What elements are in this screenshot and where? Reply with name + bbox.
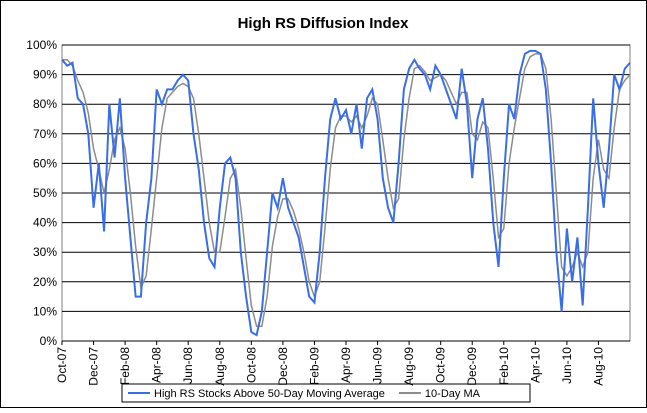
x-tick-label: Jun-09	[371, 347, 385, 384]
x-tick-label: Dec-07	[87, 347, 101, 386]
x-tick-label: Oct-09	[434, 347, 448, 383]
series-line	[62, 53, 631, 327]
x-tick-label: Apr-10	[528, 347, 542, 383]
y-tick-label: 0%	[40, 334, 58, 348]
x-tick-label: Oct-07	[55, 347, 69, 383]
x-tick-label: Jun-08	[181, 347, 195, 384]
y-tick-label: 30%	[33, 245, 57, 259]
x-tick-label: Feb-09	[307, 347, 321, 385]
y-tick-label: 80%	[33, 97, 57, 111]
legend-label: 10-Day MA	[425, 388, 481, 400]
x-tick-label: Aug-09	[402, 347, 416, 386]
y-tick-label: 90%	[33, 68, 57, 82]
series-line	[61, 49, 631, 337]
x-tick-label: Jun-10	[560, 347, 574, 384]
x-tick-label: Dec-08	[276, 347, 290, 386]
x-tick-label: Feb-08	[118, 347, 132, 385]
legend-label: High RS Stocks Above 50-Day Moving Avera…	[154, 388, 385, 400]
x-tick-label: Apr-09	[339, 347, 353, 383]
y-tick-label: 70%	[33, 127, 57, 141]
x-tick-label: Oct-08	[244, 347, 258, 383]
x-tick-label: Apr-08	[150, 347, 164, 383]
y-tick-label: 20%	[33, 275, 57, 289]
y-tick-label: 60%	[33, 156, 57, 170]
y-tick-label: 10%	[33, 304, 57, 318]
x-tick-label: Aug-10	[591, 347, 605, 386]
x-tick-label: Aug-08	[213, 347, 227, 386]
y-tick-label: 40%	[33, 216, 57, 230]
y-tick-label: 100%	[26, 38, 57, 52]
x-tick-label: Feb-10	[497, 347, 511, 385]
legend-box	[121, 383, 531, 403]
chart-title: High RS Diffusion Index	[238, 15, 409, 32]
x-tick-label: Dec-09	[465, 347, 479, 386]
y-tick-label: 50%	[33, 186, 57, 200]
